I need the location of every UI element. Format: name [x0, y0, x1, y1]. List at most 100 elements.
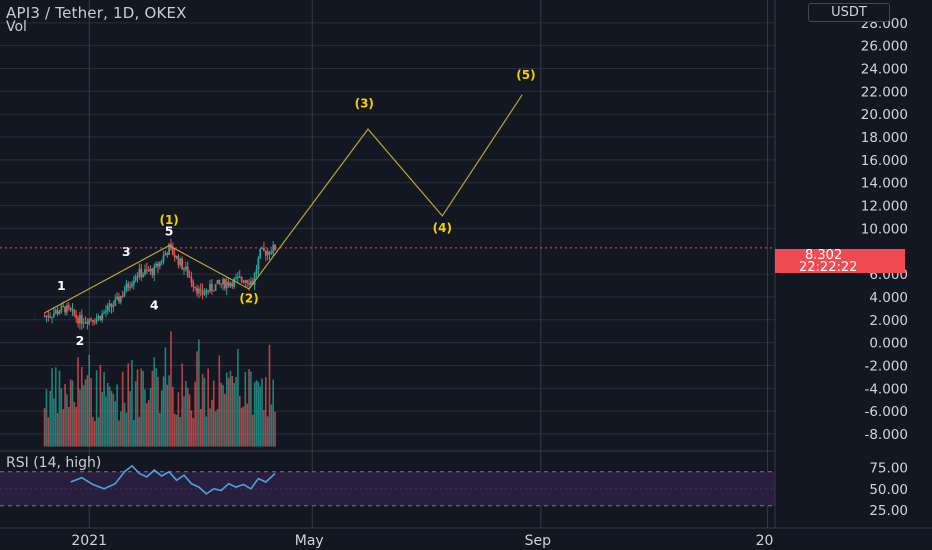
- volume-bar: [67, 407, 70, 447]
- volume-bar: [170, 331, 172, 447]
- candle-body: [155, 263, 158, 267]
- candle-body: [170, 243, 172, 247]
- volume-bar: [274, 411, 276, 447]
- volume-bar: [99, 364, 102, 447]
- volume-bar: [266, 416, 269, 447]
- candle-body: [43, 316, 46, 318]
- volume-bar: [151, 370, 154, 447]
- candle-body: [77, 318, 79, 324]
- y-tick-label: -4.000: [864, 381, 908, 397]
- volume-bar: [123, 402, 126, 447]
- candle-body: [222, 279, 224, 285]
- wave-label: 1: [57, 278, 66, 293]
- candle-body: [173, 254, 176, 258]
- candle-body: [235, 277, 237, 279]
- volume-bar: [250, 371, 252, 447]
- volume-bar: [82, 385, 85, 447]
- volume-bar: [66, 394, 68, 447]
- candle-body: [116, 296, 118, 300]
- volume-bar: [253, 382, 256, 447]
- volume-bar: [140, 368, 143, 447]
- candle-body: [134, 276, 137, 281]
- volume-bar: [114, 401, 117, 447]
- candle-body: [231, 283, 234, 287]
- volume-bar: [196, 351, 198, 447]
- candle-body: [73, 309, 76, 315]
- candle-body: [145, 269, 148, 271]
- volume-bar: [235, 377, 237, 447]
- candle-body: [205, 290, 208, 294]
- y-tick-label: -8.000: [864, 427, 908, 443]
- volume-bar: [270, 404, 273, 447]
- candle-body: [233, 278, 236, 287]
- volume-bar: [101, 391, 104, 447]
- candle-body: [131, 283, 133, 287]
- wave-label: 2: [76, 333, 85, 348]
- candle-body: [179, 258, 182, 266]
- volume-bar: [75, 406, 77, 447]
- candle-body: [220, 283, 223, 285]
- volume-bar: [198, 339, 200, 447]
- volume-bar: [142, 370, 144, 447]
- volume-bar: [172, 386, 174, 447]
- candle-body: [52, 313, 55, 317]
- volume-bar: [173, 413, 176, 447]
- volume-bar: [222, 384, 224, 447]
- candle-body: [229, 283, 232, 286]
- candle-body: [184, 266, 187, 270]
- volume-bar: [218, 355, 221, 447]
- candle-body: [95, 318, 98, 322]
- volume-bar: [190, 410, 193, 447]
- price-candles: [43, 238, 276, 330]
- volume-bar: [272, 379, 275, 447]
- candle-body: [240, 277, 243, 281]
- volume-bar: [146, 403, 148, 447]
- x-tick-label: May: [295, 533, 324, 549]
- wave-projection-line: [44, 94, 523, 314]
- volume-bar: [162, 376, 165, 447]
- volume-bar: [43, 408, 46, 447]
- volume-bar: [237, 348, 239, 447]
- volume-bar: [147, 400, 150, 447]
- candle-body: [244, 280, 247, 283]
- volume-bar: [211, 399, 213, 447]
- volume-bar: [264, 377, 267, 447]
- candle-body: [84, 321, 87, 323]
- candle-body: [164, 253, 167, 256]
- volume-bar: [263, 409, 265, 447]
- candle-body: [125, 283, 128, 292]
- candle-body: [75, 314, 78, 319]
- candle-body: [86, 321, 89, 324]
- volume-bar: [60, 388, 63, 447]
- y-tick-label: 20.000: [861, 107, 908, 123]
- volume-bar: [229, 370, 232, 447]
- x-tick-label: Sep: [525, 533, 552, 549]
- candle-body: [99, 316, 102, 321]
- volume-bar: [242, 406, 245, 447]
- candle-body: [69, 307, 72, 311]
- volume-bar: [92, 416, 94, 447]
- candle-body: [264, 250, 267, 256]
- candle-body: [171, 246, 174, 255]
- candle-body: [196, 287, 198, 294]
- volume-bar: [168, 375, 170, 447]
- currency-unit-button[interactable]: USDT: [808, 3, 890, 22]
- volume-bar: [138, 416, 141, 447]
- x-tick-label: 2021: [71, 533, 107, 549]
- y-tick-label: 18.000: [861, 130, 908, 146]
- candle-body: [257, 258, 260, 270]
- candle-body: [79, 314, 81, 324]
- candle-body: [49, 316, 52, 318]
- volume-bar: [77, 357, 79, 447]
- candle-body: [157, 263, 159, 267]
- volume-bar: [79, 389, 81, 447]
- volume-bar: [45, 389, 48, 447]
- volume-bar: [224, 393, 226, 447]
- candle-body: [183, 269, 185, 271]
- volume-bar: [207, 368, 209, 447]
- series-lines: [44, 94, 523, 314]
- wave-label: (2): [239, 292, 258, 306]
- candle-body: [106, 305, 109, 312]
- y-tick-label: 16.000: [861, 153, 908, 169]
- volume-bar: [84, 379, 87, 447]
